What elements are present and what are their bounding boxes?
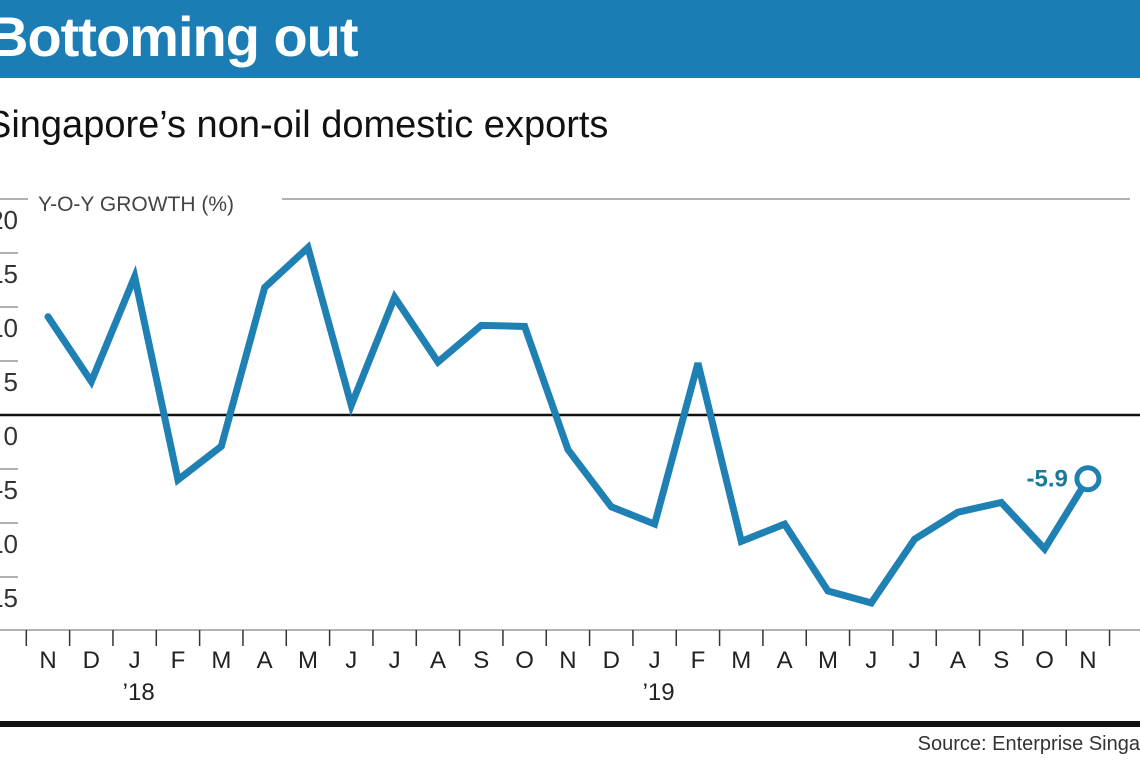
x-tick-label: M: [211, 647, 231, 674]
x-tick-label: S: [473, 647, 489, 674]
chart-title: Bottoming out: [0, 5, 359, 68]
y-tick-label: 10: [0, 313, 18, 343]
x-tick-label: J: [649, 647, 661, 674]
x-tick-label: A: [257, 647, 273, 674]
x-tick-label: D: [603, 647, 620, 674]
annotation-label: -5.9: [1027, 466, 1068, 493]
bottom-rule: [0, 721, 1140, 727]
y-tick-label: 15: [0, 259, 18, 289]
year-label: ’19: [643, 679, 675, 706]
y-tick-label: 5: [4, 367, 18, 397]
x-tick-label: O: [515, 647, 534, 674]
y-tick-label: 0: [4, 421, 18, 451]
year-label: ’18: [123, 679, 155, 706]
x-tick-label: O: [1035, 647, 1054, 674]
x-tick-label: N: [39, 647, 56, 674]
x-tick-label: J: [129, 647, 141, 674]
x-tick-label: N: [1079, 647, 1096, 674]
x-tick-label: J: [389, 647, 401, 674]
x-tick-label: M: [298, 647, 318, 674]
chart-subtitle: Singapore’s non-oil domestic exports: [0, 104, 609, 146]
data-line: [44, 241, 1092, 607]
end-marker: [1074, 465, 1102, 493]
x-tick-label: J: [865, 647, 877, 674]
header-bar: Bottoming out: [0, 0, 1140, 78]
y-tick-label: -15: [0, 583, 18, 613]
x-tick-label: S: [993, 647, 1009, 674]
x-tick-label: J: [909, 647, 921, 674]
x-tick-label: D: [83, 647, 100, 674]
x-tick-label: M: [818, 647, 838, 674]
y-tick-label: -5: [0, 475, 18, 505]
x-tick-label: A: [950, 647, 966, 674]
x-tick-label: F: [691, 647, 706, 674]
source-note: Source: Enterprise Singapore: [917, 733, 1140, 755]
y-tick-label: 20: [0, 205, 18, 235]
x-tick-label: A: [430, 647, 446, 674]
y-tick-label: -10: [0, 529, 18, 559]
x-tick-label: N: [559, 647, 576, 674]
x-tick-label: J: [345, 647, 357, 674]
y-axis-label: Y-O-Y GROWTH (%): [38, 193, 234, 216]
x-tick-label: M: [731, 647, 751, 674]
x-tick-label: F: [171, 647, 186, 674]
x-tick-label: A: [777, 647, 793, 674]
